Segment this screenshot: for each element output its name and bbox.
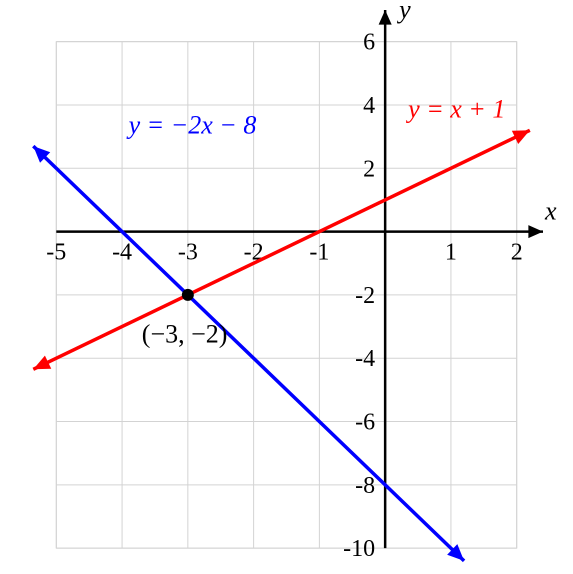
intersection-label: (−3, −2) bbox=[142, 319, 228, 348]
x-tick-label: -4 bbox=[112, 240, 132, 266]
coordinate-plane: -5-4-3-2-112-10-8-6-4-2246xyy = −2x − 8y… bbox=[0, 0, 573, 574]
x-tick-label: -3 bbox=[178, 240, 198, 266]
x-tick-label: -5 bbox=[46, 240, 66, 266]
blue-line-label: y = −2x − 8 bbox=[126, 110, 257, 139]
y-tick-label: -6 bbox=[355, 410, 375, 436]
y-tick-label: 4 bbox=[363, 93, 375, 119]
y-axis-label: y bbox=[396, 0, 411, 24]
x-axis-label: x bbox=[544, 197, 557, 226]
y-tick-label: -4 bbox=[355, 346, 375, 372]
x-tick-label: -1 bbox=[309, 240, 329, 266]
x-tick-label: 1 bbox=[445, 240, 457, 266]
x-tick-label: 2 bbox=[511, 240, 523, 266]
chart-bg bbox=[0, 0, 573, 574]
intersection-point bbox=[182, 289, 194, 301]
y-tick-label: -8 bbox=[355, 473, 375, 499]
y-tick-label: 6 bbox=[363, 30, 375, 56]
y-tick-label: 2 bbox=[363, 156, 375, 182]
y-tick-label: -10 bbox=[343, 536, 375, 562]
red-line-label: y = x + 1 bbox=[405, 95, 505, 124]
y-tick-label: -2 bbox=[355, 283, 375, 309]
